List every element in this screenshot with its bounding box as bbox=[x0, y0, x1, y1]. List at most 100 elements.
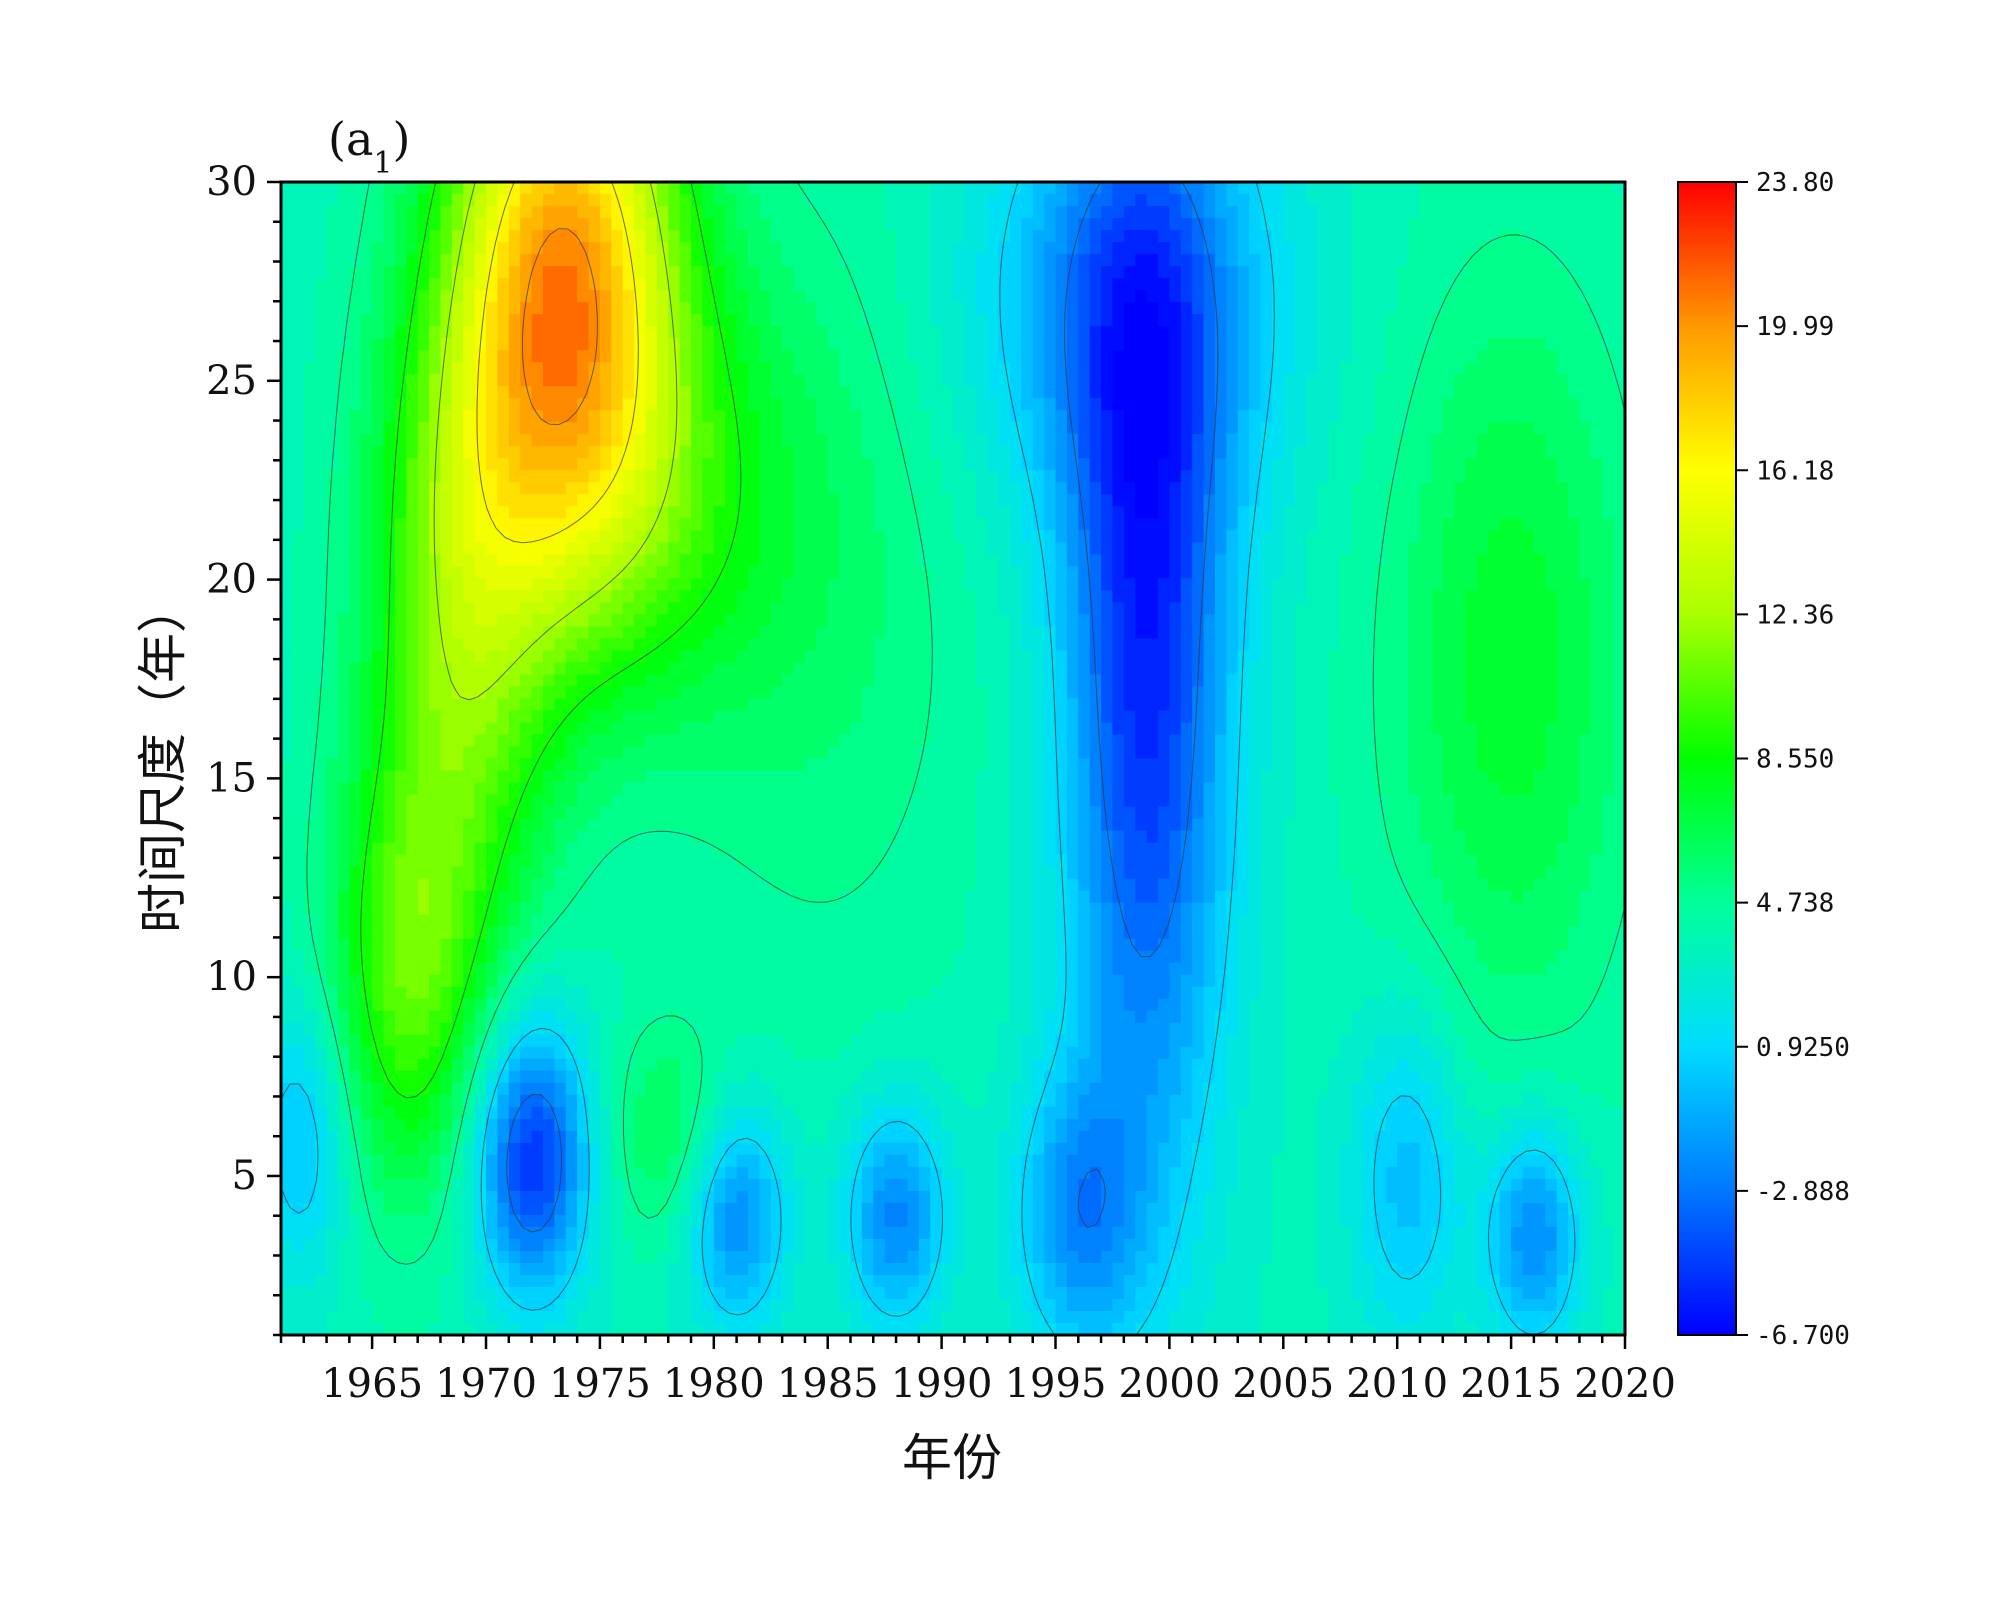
heat-cell bbox=[702, 1299, 714, 1312]
heat-cell bbox=[645, 254, 657, 267]
heat-cell bbox=[440, 1311, 452, 1324]
heat-cell bbox=[338, 1107, 350, 1120]
heat-cell bbox=[532, 314, 544, 327]
heat-cell bbox=[748, 795, 760, 808]
heat-cell bbox=[418, 1167, 430, 1180]
heat-cell bbox=[292, 1167, 304, 1180]
heat-cell bbox=[748, 1251, 760, 1264]
heat-cell bbox=[771, 1095, 783, 1108]
heat-cell bbox=[440, 1119, 452, 1132]
heat-cell bbox=[657, 314, 669, 327]
heat-cell bbox=[509, 1095, 521, 1108]
heat-cell bbox=[816, 482, 828, 495]
heat-cell bbox=[668, 398, 680, 411]
heat-cell bbox=[611, 1215, 623, 1228]
heat-cell bbox=[554, 879, 566, 892]
heat-cell bbox=[554, 1011, 566, 1024]
heat-cell bbox=[486, 1047, 498, 1060]
heat-cell bbox=[623, 1011, 635, 1024]
heat-cell bbox=[714, 1035, 726, 1048]
heat-cell bbox=[418, 1107, 430, 1120]
heat-cell bbox=[702, 1203, 714, 1216]
heat-cell bbox=[406, 230, 418, 243]
heat-cell bbox=[680, 987, 692, 1000]
heat-cell bbox=[737, 566, 749, 579]
heat-cell bbox=[361, 746, 373, 759]
heat-cell bbox=[771, 266, 783, 279]
heat-cell bbox=[771, 771, 783, 784]
heat-cell bbox=[668, 602, 680, 615]
heat-cell bbox=[304, 734, 316, 747]
heat-cell bbox=[338, 1011, 350, 1024]
heat-cell bbox=[406, 1071, 418, 1084]
heat-cell bbox=[566, 1143, 578, 1156]
heat-cell bbox=[452, 338, 464, 351]
heat-cell bbox=[634, 314, 646, 327]
heat-cell bbox=[714, 975, 726, 988]
heat-cell bbox=[577, 614, 589, 627]
heat-cell bbox=[668, 819, 680, 832]
heat-cell bbox=[372, 951, 384, 964]
heat-cell bbox=[737, 626, 749, 639]
heat-cell bbox=[497, 278, 509, 291]
heat-cell bbox=[395, 1011, 407, 1024]
heat-cell bbox=[816, 326, 828, 339]
heat-cell bbox=[327, 686, 339, 699]
heat-cell bbox=[839, 1155, 851, 1168]
heat-cell bbox=[486, 338, 498, 351]
heat-cell bbox=[589, 1119, 601, 1132]
heat-cell bbox=[566, 494, 578, 507]
heat-cell bbox=[509, 362, 521, 375]
heat-cell bbox=[737, 326, 749, 339]
heat-cell bbox=[452, 1035, 464, 1048]
heat-cell bbox=[349, 278, 361, 291]
heat-cell bbox=[497, 302, 509, 315]
heat-cell bbox=[839, 326, 851, 339]
heat-cell bbox=[338, 963, 350, 976]
heat-cell bbox=[577, 278, 589, 291]
heat-cell bbox=[828, 999, 840, 1012]
heat-cell bbox=[429, 1011, 441, 1024]
heat-cell bbox=[611, 686, 623, 699]
heat-cell bbox=[509, 254, 521, 267]
heat-cell bbox=[839, 218, 851, 231]
heat-cell bbox=[657, 194, 669, 207]
heat-cell bbox=[668, 710, 680, 723]
heat-cell bbox=[725, 638, 737, 651]
heat-cell bbox=[759, 278, 771, 291]
heat-cell bbox=[395, 1287, 407, 1300]
heat-cell bbox=[714, 1131, 726, 1144]
heat-cell bbox=[543, 1071, 555, 1084]
heat-cell bbox=[748, 939, 760, 952]
heat-cell bbox=[794, 795, 806, 808]
heat-cell bbox=[418, 1179, 430, 1192]
heat-cell bbox=[543, 1011, 555, 1024]
heat-cell bbox=[304, 386, 316, 399]
heat-cell bbox=[395, 1119, 407, 1132]
heat-cell bbox=[315, 350, 327, 363]
heat-cell bbox=[850, 1179, 862, 1192]
heat-cell bbox=[759, 614, 771, 627]
heat-cell bbox=[497, 1227, 509, 1240]
heat-cell bbox=[748, 542, 760, 555]
heat-cell bbox=[292, 458, 304, 471]
heat-cell bbox=[850, 542, 862, 555]
heat-cell bbox=[691, 999, 703, 1012]
heat-cell bbox=[475, 1287, 487, 1300]
heat-cell bbox=[543, 891, 555, 904]
heat-cell bbox=[509, 1275, 521, 1288]
heat-cell bbox=[771, 458, 783, 471]
heat-cell bbox=[338, 614, 350, 627]
heat-cell bbox=[600, 278, 612, 291]
heat-cell bbox=[839, 1179, 851, 1192]
heat-cell bbox=[805, 1179, 817, 1192]
heat-cell bbox=[418, 1191, 430, 1204]
heat-cell bbox=[463, 494, 475, 507]
heat-cell bbox=[611, 879, 623, 892]
heat-cell bbox=[589, 506, 601, 519]
heat-cell bbox=[850, 446, 862, 459]
heat-cell bbox=[828, 362, 840, 375]
heat-cell bbox=[782, 602, 794, 615]
heat-cell bbox=[725, 915, 737, 928]
heat-cell bbox=[828, 1107, 840, 1120]
